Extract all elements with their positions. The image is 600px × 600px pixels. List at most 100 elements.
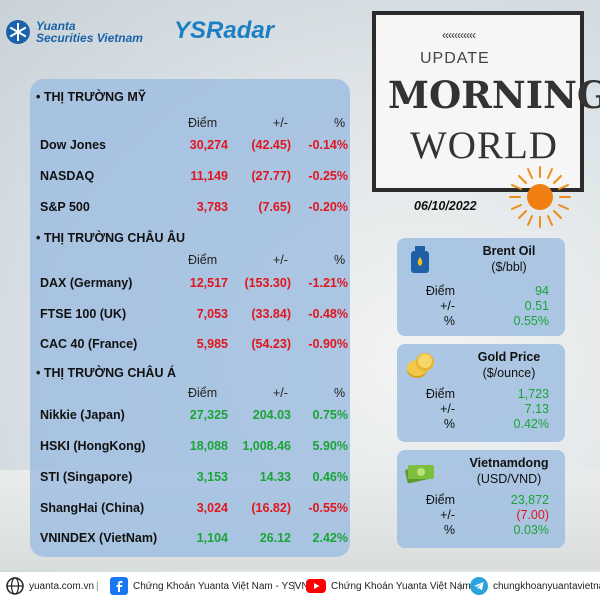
index-pct: -0.55% [308,501,348,515]
index-change: (16.82) [251,501,291,515]
gold-label-pct: % [443,417,455,431]
morning-label: MORNING [388,73,600,117]
brent-points: 94 [535,284,549,298]
index-name: ShangHai (China) [40,501,145,515]
website-link[interactable]: yuanta.com.vn [29,580,95,592]
brent-label-change: +/- [440,299,455,313]
index-pct: -0.90% [308,337,348,351]
gold-coins-icon [407,353,434,378]
index-name: STI (Singapore) [40,470,133,484]
facebook-icon [110,577,128,595]
index-pct: 5.90% [312,439,348,453]
us-col-change: +/- [273,116,288,130]
index-pct: -0.48% [308,307,348,321]
asia-col-pct: % [334,386,346,400]
vnd-unit: (USD/VND) [476,472,542,486]
footer-separator: | [293,580,296,592]
footer-facebook[interactable]: Chứng Khoán Yuanta Việt Nam - YSVN [110,577,309,595]
brent-unit: ($/bbl) [491,260,527,274]
oil-can-icon [411,246,429,273]
market-row: DAX (Germany) 12,517 (153.30) -1.21% [40,276,350,294]
footer: yuanta.com.vn | Chứng Khoán Yuanta Việt … [0,572,600,600]
markets-panel [30,79,350,557]
asia-col-points: Điểm [188,386,218,400]
eu-col-change: +/- [273,253,288,267]
market-row: HSKI (HongKong) 18,088 1,008.46 5.90% [40,439,350,457]
gold-label-points: Điểm [425,387,455,401]
index-name: Nikkie (Japan) [40,408,125,422]
index-change: (42.45) [251,138,291,152]
index-name: CAC 40 (France) [40,337,138,351]
gold-points: 1,723 [517,387,549,401]
vnd-label-pct: % [443,523,455,537]
vnd-pct: 0.03% [513,523,549,537]
index-points: 27,325 [189,408,228,422]
youtube-link[interactable]: Chứng Khoán Yuanta Việt Nam [331,580,471,592]
sun-icon [509,166,571,228]
index-pct: 2.42% [312,531,348,545]
footer-telegram[interactable]: chungkhoanyuantavietnam [470,577,600,595]
brent-title: Brent Oil [482,244,536,258]
index-pct: -0.25% [308,169,348,183]
market-row: ShangHai (China) 3,024 (16.82) -0.55% [40,501,350,519]
index-points: 18,088 [189,439,228,453]
index-name: VNINDEX (VietNam) [40,531,158,545]
report-date: 06/10/2022 [414,199,477,213]
telegram-link[interactable]: chungkhoanyuantavietnam [493,580,600,592]
vnd-title: Vietnamdong [469,456,549,470]
gold-unit: ($/ounce) [482,366,536,380]
us-market-title: • THỊ TRƯỜNG MỸ [36,90,147,104]
brent-oil-card: Brent Oil ($/bbl) Điểm +/- % 94 0.51 0.5… [397,238,565,336]
index-points: 5,985 [196,337,228,351]
youtube-icon [306,579,326,593]
yuanta-emblem-icon [6,20,30,44]
vnd-points: 23,872 [510,493,549,507]
index-change: (7.65) [258,200,291,214]
arrows-decoration: ‹‹‹‹‹‹‹‹‹‹‹ [442,28,476,42]
index-name: HSKI (HongKong) [40,439,146,453]
index-pct: -0.14% [308,138,348,152]
us-col-points: Điểm [188,116,218,130]
facebook-link[interactable]: Chứng Khoán Yuanta Việt Nam - YSVN [133,580,309,592]
index-points: 12,517 [189,276,228,290]
vnd-label-points: Điểm [425,493,455,507]
index-pct: -1.21% [308,276,348,290]
gold-title: Gold Price [477,350,541,364]
footer-website[interactable]: yuanta.com.vn [6,577,94,595]
money-bills-icon [405,464,434,484]
index-change: (27.77) [251,169,291,183]
vietnamdong-card: Vietnamdong (USD/VND) Điểm +/- % 23,872 … [397,450,565,548]
index-change: (33.84) [251,307,291,321]
index-name: Dow Jones [40,138,106,152]
gold-pct: 0.42% [513,417,549,431]
index-points: 3,783 [196,200,228,214]
footer-youtube[interactable]: Chứng Khoán Yuanta Việt Nam [306,579,471,593]
eu-market-title: • THỊ TRƯỜNG CHÂU ÂU [36,231,186,245]
market-row: Dow Jones 30,274 (42.45) -0.14% [40,138,350,156]
brent-label-points: Điểm [425,284,455,298]
index-points: 3,153 [196,470,228,484]
vnd-change: (7.00) [516,508,549,522]
index-points: 7,053 [196,307,228,321]
market-row: STI (Singapore) 3,153 14.33 0.46% [40,470,350,488]
index-name: S&P 500 [40,200,90,214]
title-box: ‹‹‹‹‹‹‹‹‹‹‹ UPDATE MORNING WORLD [372,11,600,192]
globe-icon [6,577,24,595]
vnd-label-change: +/- [440,508,455,522]
index-change: 26.12 [259,531,291,545]
market-row: CAC 40 (France) 5,985 (54.23) -0.90% [40,337,350,355]
index-pct: 0.75% [312,408,348,422]
us-col-pct: % [334,116,346,130]
index-change: (54.23) [251,337,291,351]
index-points: 11,149 [190,169,228,183]
index-change: 14.33 [259,470,291,484]
footer-separator: | [96,580,99,592]
market-row: S&P 500 3,783 (7.65) -0.20% [40,200,350,218]
index-name: DAX (Germany) [40,276,133,290]
world-label: WORLD [410,124,558,167]
brent-label-pct: % [443,314,455,328]
index-points: 3,024 [196,501,228,515]
update-label: UPDATE [420,50,490,67]
index-points: 1,104 [196,531,228,545]
brand-line2: Securities Vietnam [36,31,143,45]
